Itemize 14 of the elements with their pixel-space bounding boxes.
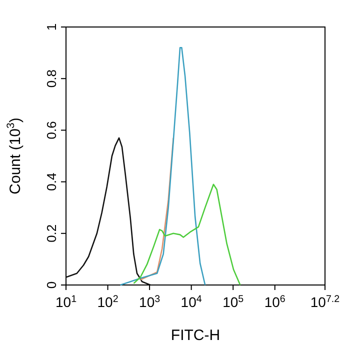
x-tick-label: 10$^{3}$ bbox=[139, 294, 161, 310]
y-tick-label: 1 bbox=[44, 23, 59, 31]
x-axis-title: FITC-H bbox=[170, 327, 220, 344]
x-tick-label: 10$^{2}$ bbox=[97, 294, 118, 310]
y-tick-label: 0.6 bbox=[44, 121, 59, 140]
x-tick-label: 10$^{5}$ bbox=[222, 294, 244, 310]
y-tick-label: 0.4 bbox=[44, 172, 59, 191]
x-tick-label: 10$^{7.2}$ bbox=[310, 294, 340, 310]
y-tick-label: 0.8 bbox=[44, 70, 59, 88]
x-tick-label: 10$^{1}$ bbox=[55, 294, 77, 310]
x-tick-label: 10$^{4}$ bbox=[180, 294, 202, 310]
y-tick-label: 0.2 bbox=[44, 224, 59, 242]
x-tick-label: 10$^{6}$ bbox=[264, 294, 286, 310]
y-tick-label: 0 bbox=[44, 281, 59, 289]
